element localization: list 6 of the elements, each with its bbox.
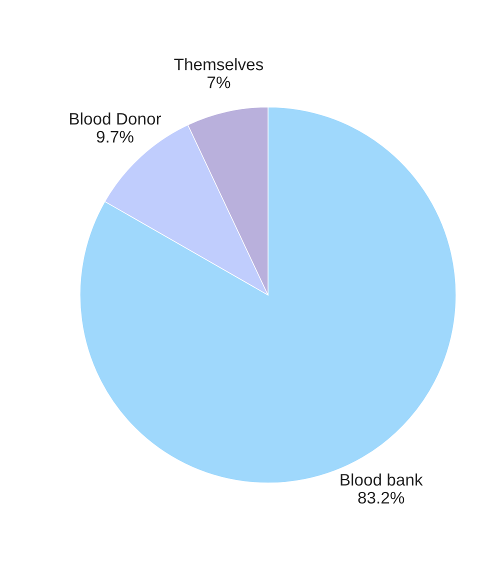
slice-label: Blood Donor [70,112,162,125]
data-label: 83.2% [358,492,404,504]
slice-label: Themselves [174,58,264,70]
slice-label: Blood bank [340,473,423,486]
data-label: 9.7% [96,130,134,143]
data-label: 7% [208,76,230,88]
